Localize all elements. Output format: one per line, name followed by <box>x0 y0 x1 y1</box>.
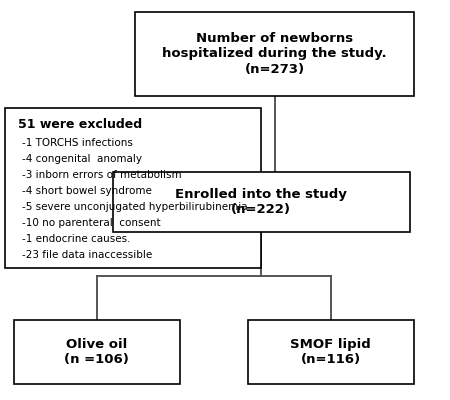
FancyBboxPatch shape <box>112 172 410 232</box>
FancyBboxPatch shape <box>135 12 414 96</box>
Text: -1 TORCHS infections: -1 TORCHS infections <box>22 138 133 148</box>
Text: -10 no parenteral  consent: -10 no parenteral consent <box>22 218 161 228</box>
FancyBboxPatch shape <box>4 108 261 268</box>
Text: -3 inborn errors of metabolism: -3 inborn errors of metabolism <box>22 170 182 180</box>
Text: Number of newborns
hospitalized during the study.
(n=273): Number of newborns hospitalized during t… <box>162 32 387 76</box>
FancyBboxPatch shape <box>14 320 180 384</box>
Text: -4 short bowel syndrome: -4 short bowel syndrome <box>22 186 153 196</box>
Text: -5 severe unconjugated hyperbilirubinemia: -5 severe unconjugated hyperbilirubinemi… <box>22 202 248 212</box>
Text: Enrolled into the study
(n=222): Enrolled into the study (n=222) <box>175 188 347 216</box>
Text: -1 endocrine causes.: -1 endocrine causes. <box>22 234 131 244</box>
Text: Olive oil
(n =106): Olive oil (n =106) <box>64 338 129 366</box>
Text: -4 congenital  anomaly: -4 congenital anomaly <box>22 154 143 164</box>
FancyBboxPatch shape <box>248 320 414 384</box>
Text: 51 were excluded: 51 were excluded <box>18 118 142 131</box>
Text: -23 file data inaccessible: -23 file data inaccessible <box>22 250 153 260</box>
Text: SMOF lipid
(n=116): SMOF lipid (n=116) <box>290 338 371 366</box>
